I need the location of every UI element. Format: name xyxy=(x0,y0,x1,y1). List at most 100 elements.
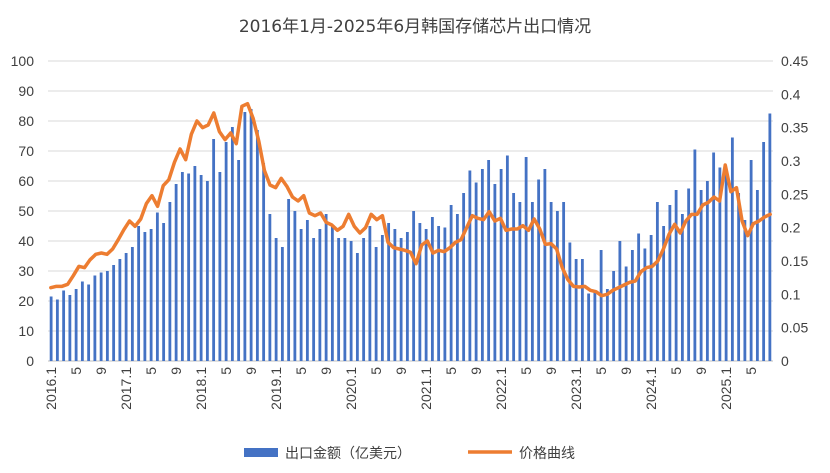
y-left-tick-label: 10 xyxy=(18,323,34,339)
bar xyxy=(405,232,409,361)
bar xyxy=(618,241,622,361)
legend: 出口金额（亿美元） 价格曲线 xyxy=(244,446,575,462)
bar xyxy=(312,238,316,361)
x-tick-label: 5 xyxy=(68,367,84,375)
x-tick-label: 5 xyxy=(668,367,684,375)
bar xyxy=(62,290,66,361)
bar xyxy=(487,160,491,361)
bar xyxy=(437,226,441,361)
bar xyxy=(187,173,191,361)
bar xyxy=(105,271,109,361)
bar xyxy=(112,265,116,361)
bar xyxy=(599,250,603,361)
bar xyxy=(349,241,353,361)
bar xyxy=(262,163,266,361)
bar xyxy=(168,202,172,361)
bar xyxy=(49,296,53,361)
bar xyxy=(462,193,466,361)
x-tick-label: 2016.1 xyxy=(43,367,59,410)
bar xyxy=(587,293,591,361)
bar xyxy=(143,232,147,361)
x-tick-label: 2017.1 xyxy=(118,367,134,410)
bar xyxy=(480,169,484,361)
bar xyxy=(374,247,378,361)
x-tick-label: 2018.1 xyxy=(193,367,209,410)
bar xyxy=(712,152,716,361)
bar xyxy=(99,272,103,361)
bar xyxy=(730,137,734,361)
bar xyxy=(193,166,197,361)
legend-label-bar: 出口金额（亿美元） xyxy=(285,446,411,462)
bar xyxy=(299,229,303,361)
x-tick-label: 5 xyxy=(368,367,384,375)
x-tick-label: 9 xyxy=(243,367,259,375)
x-tick-label: 9 xyxy=(543,367,559,375)
y-right-tick-label: 0.15 xyxy=(781,253,808,269)
bar xyxy=(430,217,434,361)
bar xyxy=(605,289,609,361)
x-tick-label: 2020.1 xyxy=(343,367,359,410)
bar xyxy=(162,223,166,361)
y-left-tick-label: 60 xyxy=(18,173,34,189)
bar xyxy=(455,214,459,361)
bar xyxy=(530,202,534,361)
bar xyxy=(274,238,278,361)
bar xyxy=(674,190,678,361)
y-left-tick-label: 0 xyxy=(26,353,34,369)
bar xyxy=(593,292,597,361)
y-left-tick-label: 20 xyxy=(18,293,34,309)
bar xyxy=(380,235,384,361)
bar xyxy=(255,130,259,361)
bar xyxy=(749,160,753,361)
bar xyxy=(512,193,516,361)
y-left-tick-label: 40 xyxy=(18,233,34,249)
legend-label-line: 价格曲线 xyxy=(519,446,575,462)
bar xyxy=(343,238,347,361)
bar xyxy=(199,175,203,361)
bar xyxy=(393,229,397,361)
y-right-tick-label: 0.1 xyxy=(781,286,801,302)
bar xyxy=(555,211,559,361)
price-line xyxy=(49,101,772,298)
bar xyxy=(305,220,309,361)
bar xyxy=(443,227,447,361)
bar xyxy=(687,188,691,361)
bar xyxy=(693,149,697,361)
bar xyxy=(124,253,128,361)
bar xyxy=(268,214,272,361)
bar xyxy=(699,190,703,361)
x-tick-label: 9 xyxy=(168,367,184,375)
bar xyxy=(668,205,672,361)
x-tick-label: 9 xyxy=(618,367,634,375)
bar xyxy=(637,233,641,361)
y-left-tick-label: 80 xyxy=(18,113,34,129)
bar xyxy=(180,172,184,361)
bar xyxy=(74,289,78,361)
y-right-tick-label: 0.35 xyxy=(781,120,808,136)
bar xyxy=(130,247,134,361)
y-left-tick-label: 90 xyxy=(18,83,34,99)
y-right-tick-label: 0.25 xyxy=(781,186,808,202)
bar xyxy=(218,172,222,361)
bar xyxy=(649,235,653,361)
bar xyxy=(768,113,772,361)
bar xyxy=(612,271,616,361)
x-tick-label: 5 xyxy=(443,367,459,375)
bar-series xyxy=(49,109,772,361)
bar xyxy=(643,248,647,361)
bar xyxy=(474,182,478,361)
bar xyxy=(762,142,766,361)
bar xyxy=(418,223,422,361)
bar xyxy=(249,109,253,361)
bar xyxy=(718,167,722,361)
bar xyxy=(155,212,159,361)
bar xyxy=(624,266,628,361)
x-tick-label: 5 xyxy=(218,367,234,375)
y-left-tick-label: 50 xyxy=(18,203,34,219)
bar xyxy=(580,259,584,361)
bar xyxy=(230,127,234,361)
bar xyxy=(174,184,178,361)
bar xyxy=(655,202,659,361)
bar xyxy=(755,190,759,361)
x-tick-label: 9 xyxy=(393,367,409,375)
